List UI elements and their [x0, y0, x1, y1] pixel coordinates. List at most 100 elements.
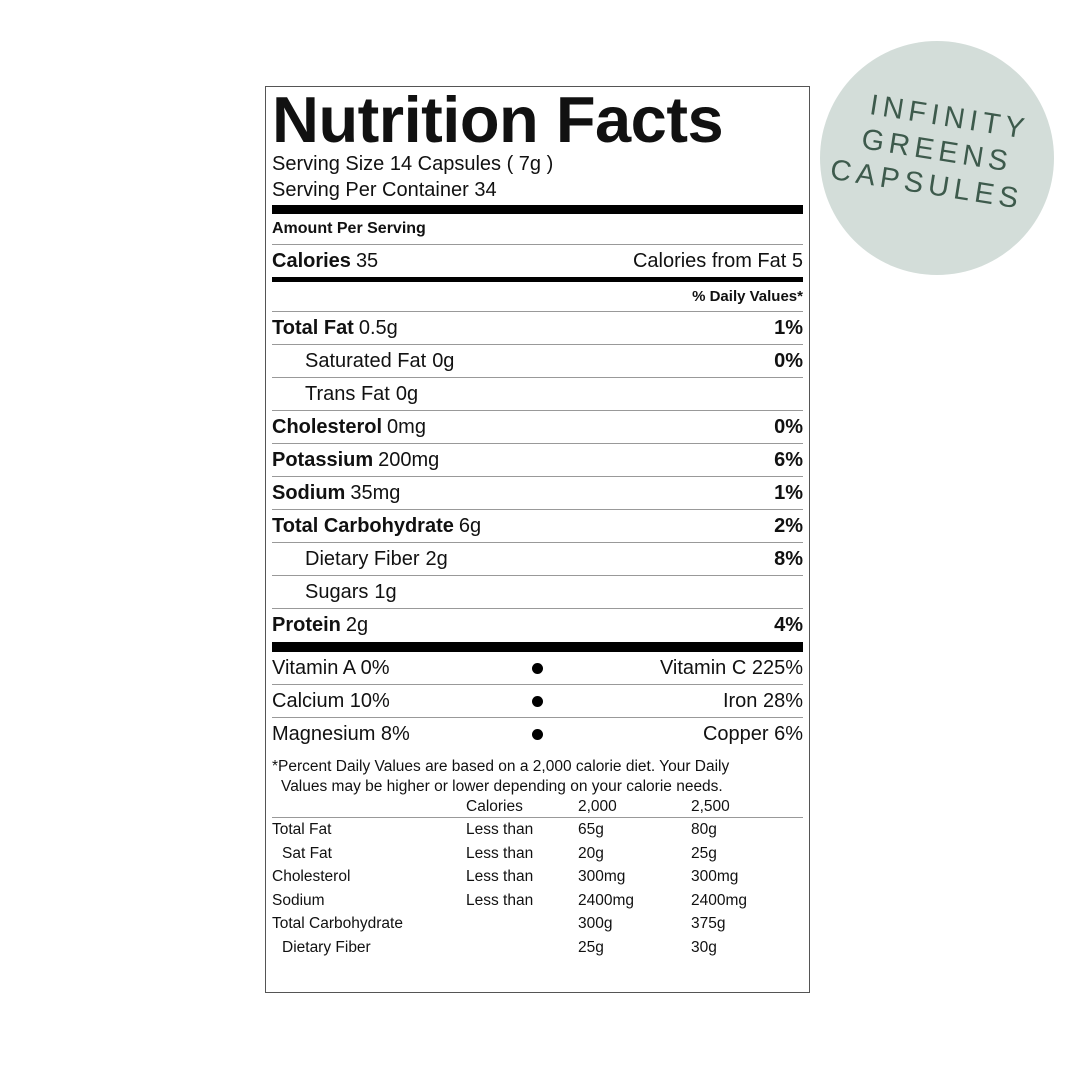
bullet: [532, 695, 543, 707]
table-name: Total Carbohydrate: [272, 915, 403, 933]
amount-per-serving: Amount Per Serving: [272, 220, 426, 237]
nutrient-dv: 2%: [774, 514, 803, 537]
nutrient: Dietary Fiber 2g: [272, 548, 448, 571]
nutrient-name: Protein: [272, 614, 341, 636]
nutrient-name: Total Fat: [272, 316, 354, 339]
nutrient: Protein 2g: [272, 614, 368, 637]
calories: Calories 35: [272, 250, 378, 273]
nutrient-amount: 0mg: [387, 415, 426, 438]
nutrient-dv: 0%: [774, 415, 803, 438]
table-name: Sodium: [272, 891, 325, 909]
table-spacer: [466, 912, 578, 936]
nutrient-dv: 8%: [774, 547, 803, 570]
divider: [272, 642, 803, 652]
divider: [272, 277, 803, 282]
vitamin-row: Calcium 10% Iron 28%: [272, 685, 803, 718]
title: Nutrition Facts: [272, 83, 724, 156]
footnote-line: Values may be higher or lower depending …: [281, 778, 723, 795]
table-qualifier: Less than: [466, 821, 534, 838]
table-name: Cholesterol: [272, 868, 351, 886]
nutrient: Total Carbohydrate 6g: [272, 515, 481, 538]
nutrient-name: Sugars: [305, 580, 369, 603]
calories-row: Calories 35 Calories from Fat 5: [272, 245, 803, 277]
nutrient-row: Protein 2g 4%: [272, 609, 803, 642]
nutrient-name: Dietary Fiber: [305, 547, 420, 570]
table-qualifier: Less than: [466, 891, 534, 909]
nutrient-dv: 1%: [774, 481, 803, 504]
nutrient-name: Potassium: [272, 448, 374, 471]
nutrient-row: Potassium 200mg 6%: [272, 444, 803, 477]
nutrient: Cholesterol 0mg: [272, 416, 426, 439]
nutrient-amount: 0.5g: [358, 316, 398, 339]
dv-table: Calories 2,000 2,500 Total Fat Less than 65g 8…: [272, 797, 803, 960]
table-corner: [272, 797, 466, 818]
vitamin: Vitamin C 225%: [659, 656, 803, 679]
table-high: 2400mg: [691, 891, 748, 909]
table-high: 375g: [691, 915, 726, 933]
table-qualifier: Less than: [466, 844, 534, 862]
table-qualifier: Less than: [466, 868, 534, 886]
nutrient-name: Saturated Fat: [305, 349, 427, 372]
table-low: 300mg: [578, 868, 626, 886]
vitamin: Vitamin A 0%: [272, 656, 390, 679]
nutrient-amount: 0g: [395, 382, 419, 405]
table-spacer: [466, 936, 578, 960]
table-low: 300g: [578, 915, 613, 933]
nutrient-name: Total Carbohydrate: [272, 514, 454, 537]
footnote: *Percent Daily Values are based on a 2,0…: [272, 757, 803, 797]
table-high: 30g: [691, 938, 717, 956]
vitamin-row: Vitamin A 0% Vitamin C 225%: [272, 652, 803, 685]
nutrition-label: Nutrition Facts Serving Size 14 Capsules…: [265, 86, 810, 993]
nutrient: Total Fat 0.5g: [272, 317, 398, 340]
table-low: 2400mg: [578, 891, 635, 909]
nutrient-name: Sodium: [272, 481, 346, 504]
nutrient-row: Cholesterol 0mg 0%: [272, 411, 803, 444]
nutrient-dv: 4%: [774, 614, 803, 636]
nutrient-amount: 1g: [374, 580, 397, 603]
nutrient-amount: 6g: [458, 514, 482, 537]
table-name: Sat Fat: [282, 844, 332, 862]
nutrients: Total Fat 0.5g 1% Saturated Fat 0g 0% Trans Fa…: [272, 312, 803, 642]
nutrient-row: Total Carbohydrate 6g 2%: [272, 510, 803, 543]
bullet: [532, 729, 543, 740]
nutrient-amount: 35mg: [350, 481, 401, 504]
table-header: 2,500: [691, 797, 803, 818]
dv-header: % Daily Values*: [692, 288, 803, 305]
calories-name: Calories: [272, 249, 351, 272]
nutrient-name: Cholesterol: [272, 415, 383, 438]
nutrient-amount: 2g: [345, 614, 369, 636]
footnote-line: *Percent Daily Values are based on a 2,0…: [272, 758, 730, 775]
table-low: 65g: [578, 821, 604, 838]
nutrient-row: Trans Fat 0g: [272, 378, 803, 411]
dv-header-row: % Daily Values*: [272, 282, 803, 312]
nutrient-dv: 6%: [774, 448, 803, 471]
serving-size: Serving Size 14 Capsules ( 7g ): [272, 153, 554, 175]
nutrient: Sodium 35mg: [272, 482, 400, 505]
nutrient-row: Sugars 1g: [272, 576, 803, 609]
nutrient-name: Trans Fat: [305, 382, 390, 405]
nutrient-dv: 1%: [774, 316, 803, 339]
table-name: Total Fat: [272, 821, 332, 838]
nutrient-row: Sodium 35mg 1%: [272, 477, 803, 510]
calories-from-fat: Calories from Fat 5: [632, 249, 803, 272]
table-header: 2,000: [578, 797, 691, 818]
nutrient-amount: 200mg: [378, 448, 440, 471]
servings: Serving Per Container 34: [272, 179, 497, 201]
nutrient-dv: 0%: [774, 349, 803, 372]
amount-header: Amount Per Serving: [272, 214, 803, 245]
nutrient-amount: 0g: [432, 349, 455, 372]
table-high: 80g: [691, 821, 717, 838]
nutrient: Sugars 1g: [272, 581, 397, 604]
vitamin: Iron 28%: [722, 689, 803, 712]
badge-text: INFINITY GREENS CAPSULES: [813, 81, 1061, 221]
vitamin: Copper 6%: [702, 723, 803, 745]
nutrient-row: Total Fat 0.5g 1%: [272, 312, 803, 345]
nutrient-amount: 2g: [425, 547, 448, 570]
nutrient: Potassium 200mg: [272, 449, 439, 472]
vitamins: Vitamin A 0% Vitamin C 225% Calcium 10% Iro…: [272, 652, 803, 751]
calories-amount: 35: [355, 249, 379, 272]
nutrient: Trans Fat 0g: [272, 383, 418, 406]
nutrient-row: Saturated Fat 0g 0%: [272, 345, 803, 378]
badge: INFINITY GREENS CAPSULES: [820, 41, 1054, 275]
